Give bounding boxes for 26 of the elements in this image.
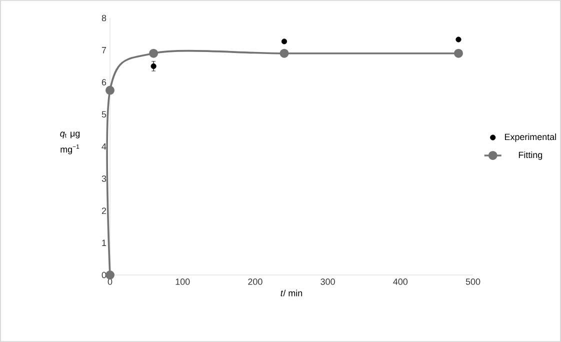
x-axis-title: t/ min xyxy=(280,290,302,296)
y-tick-label: 8 xyxy=(102,14,106,22)
y-axis-title: q$_{t}$ μg mg$^{−1}$ xyxy=(60,132,80,154)
point xyxy=(150,63,156,69)
legend-label: Fitting xyxy=(518,151,542,160)
point xyxy=(106,86,115,95)
y-tick-label: 5 xyxy=(102,111,106,118)
point xyxy=(454,48,463,58)
y-tick-label: 1 xyxy=(102,240,106,246)
y-tick-label: 7 xyxy=(102,47,106,54)
y-tick-label: 6 xyxy=(102,79,106,86)
point xyxy=(106,270,115,280)
x-tick-label: 300 xyxy=(320,278,335,285)
point xyxy=(149,48,158,58)
y-tick-label: 4 xyxy=(102,143,106,150)
point xyxy=(280,48,289,58)
x-tick-label: 100 xyxy=(176,278,190,285)
y-tick-label: 3 xyxy=(102,175,106,182)
x-tick-label: 200 xyxy=(248,278,262,285)
legend-label: Experimental xyxy=(504,134,556,142)
point xyxy=(281,38,288,44)
y-tick-label: 2 xyxy=(102,208,106,214)
x-tick-label: 500 xyxy=(466,278,480,285)
x-tick-label: 400 xyxy=(393,278,408,285)
point xyxy=(456,36,462,42)
y-tick-label: 0 xyxy=(102,272,106,278)
